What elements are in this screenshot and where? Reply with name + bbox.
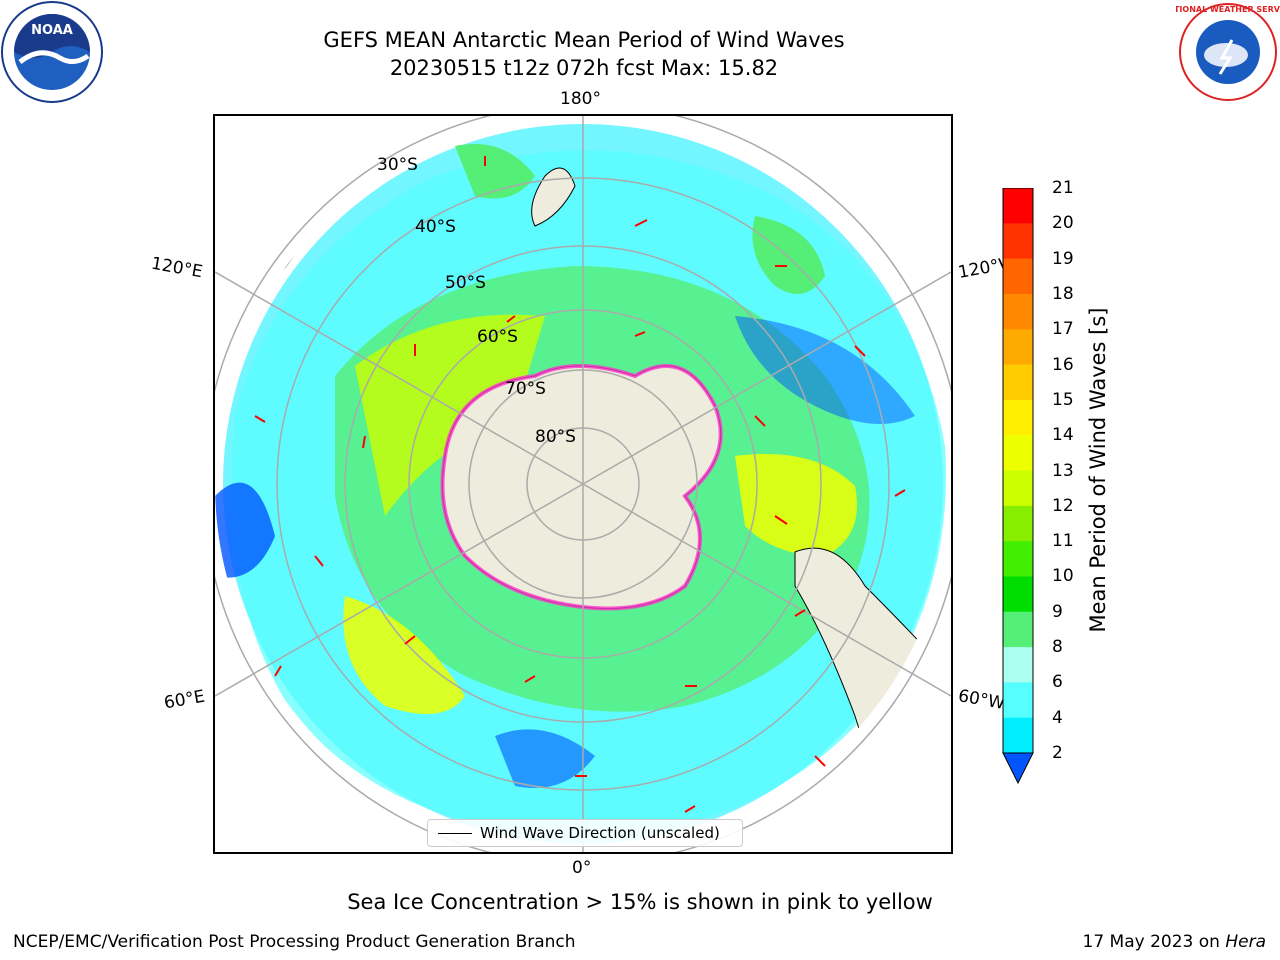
colorbar-tick-label: 20 <box>1052 213 1074 234</box>
colorbar-tick-label: 12 <box>1052 495 1074 516</box>
legend-line-symbol <box>438 832 472 834</box>
lon-label-60e: 60°E <box>162 686 207 714</box>
colorbar-tick-label: 14 <box>1052 425 1074 446</box>
colorbar-segment <box>1003 717 1033 754</box>
colorbar-segment <box>1003 647 1033 683</box>
map-legend: Wind Wave Direction (unscaled) <box>427 819 743 847</box>
colorbar-tick-label: 18 <box>1052 283 1074 304</box>
colorbar-tick-label: 4 <box>1052 707 1063 728</box>
chart-title: GEFS MEAN Antarctic Mean Period of Wind … <box>323 28 845 52</box>
colorbar-tick-label: 9 <box>1052 601 1063 622</box>
sea-ice-edge <box>440 364 723 611</box>
colorbar-label: Mean Period of Wind Waves [s] <box>1086 307 1110 633</box>
new-zealand-land <box>531 167 576 227</box>
lon-grid <box>215 116 951 852</box>
colorbar-segment <box>1003 399 1033 436</box>
colorbar-segment <box>1003 188 1033 224</box>
lon-label-180: 180° <box>560 89 601 109</box>
colorbar-tick-label: 16 <box>1052 354 1074 375</box>
colorbar-segment <box>1003 576 1033 613</box>
footer-credit: NCEP/EMC/Verification Post Processing Pr… <box>13 932 576 952</box>
colorbar-segment <box>1003 329 1033 366</box>
colorbar-tick-label: 10 <box>1052 566 1074 587</box>
legend-label: Wind Wave Direction (unscaled) <box>480 824 720 842</box>
colorbar-tick-label: 11 <box>1052 531 1074 552</box>
colorbar-segment <box>1003 258 1033 295</box>
polar-map: 30°S 40°S 50°S 60°S 70°S 80°S <box>215 116 951 852</box>
lat-label-60s: 60°S <box>477 327 518 347</box>
colorbar-segment <box>1003 505 1033 542</box>
colorbar-segment <box>1003 293 1033 330</box>
sea-ice-note: Sea Ice Concentration > 15% is shown in … <box>347 890 933 914</box>
footer-date-text: 17 May 2023 on <box>1082 932 1226 952</box>
colorbar <box>1002 188 1034 785</box>
map-panel: 30°S 40°S 50°S 60°S 70°S 80°S Wind Wave … <box>213 114 953 854</box>
lon-label-120e: 120°E <box>149 253 205 283</box>
lat-label-80s: 80°S <box>535 427 576 447</box>
colorbar-tick-label: 17 <box>1052 319 1074 340</box>
chart-subtitle: 20230515 t12z 072h fcst Max: 15.82 <box>389 56 779 80</box>
wind-wave-arrows <box>254 156 906 813</box>
footer-host: Hera <box>1225 932 1266 952</box>
noaa-logo: NOAA <box>1 1 103 103</box>
nws-logo: NATIONAL WEATHER SERVICE <box>1176 2 1280 102</box>
colorbar-tick-label: 15 <box>1052 389 1074 410</box>
colorbar-segment <box>1003 223 1033 260</box>
lon-label-0: 0° <box>572 858 592 878</box>
colorbar-extend-min <box>1002 752 1034 785</box>
colorbar-tick-label: 21 <box>1052 178 1074 198</box>
colorbar-segment <box>1003 682 1033 719</box>
colorbar-segment <box>1003 435 1033 471</box>
colorbar-tick-label: 13 <box>1052 460 1074 481</box>
colorbar-segment <box>1003 611 1033 648</box>
colorbar-segment <box>1003 470 1033 507</box>
lon-label-60w: 60°W <box>956 686 1007 714</box>
footer-date: 17 May 2023 on Hera <box>1083 932 1267 952</box>
colorbar-tick-label: 8 <box>1052 637 1063 658</box>
lat-label-40s: 40°S <box>415 217 456 237</box>
lat-label-30s: 30°S <box>377 155 418 175</box>
colorbar-segment <box>1003 364 1033 401</box>
noaa-logo-text: NOAA <box>31 23 73 38</box>
colorbar-tick-label: 19 <box>1052 248 1074 269</box>
lat-label-50s: 50°S <box>445 273 486 293</box>
colorbar-tick-label: 2 <box>1052 743 1063 763</box>
colorbar-segment <box>1003 541 1033 577</box>
lat-label-70s: 70°S <box>505 379 546 399</box>
nws-logo-text: NATIONAL WEATHER SERVICE <box>1176 5 1280 14</box>
colorbar-tick-label: 6 <box>1052 672 1063 693</box>
